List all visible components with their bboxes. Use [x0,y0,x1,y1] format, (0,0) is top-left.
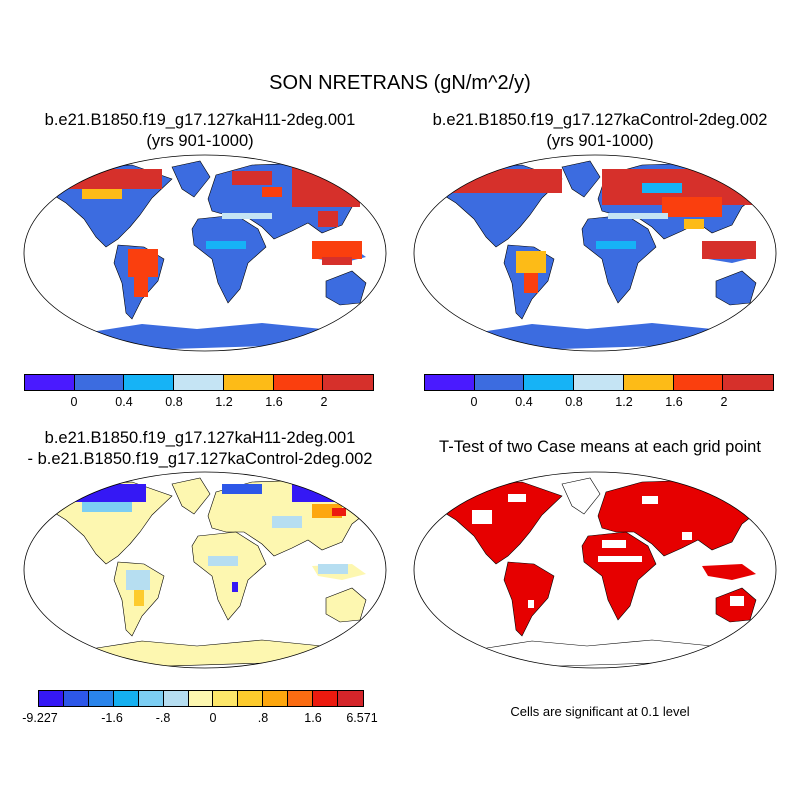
colorbar-difference [38,690,364,707]
colorbar-tick-label: 1.2 [615,395,633,409]
panel-2-title-line2: (yrs 901-1000) [546,132,654,150]
colorbar-tick-label: 0.4 [115,395,133,409]
panel-4-title-line1: T-Test of two Case means at each grid po… [439,438,761,456]
map-ttest [413,471,777,669]
africa [581,531,657,621]
colorbar-swatch [338,691,363,706]
colorbar-swatch [263,691,289,706]
antarctica [42,323,362,351]
colorbar-swatch [238,691,264,706]
colorbar-swatch [673,375,724,390]
panel-1-title: b.e21.B1850.f19_g17.127kaH11-2deg.001 (y… [10,110,390,152]
antarctica [432,323,752,351]
insignificant-cells [472,494,744,608]
north-america [431,481,563,565]
colorbar-swatch [425,375,475,390]
colorbar-tick-label: .8 [257,711,269,725]
antarctica [431,639,753,668]
main-title: SON NRETRANS (gN/m^2/y) [269,72,531,94]
colorbar-swatch [124,375,175,390]
colorbar-case1 [24,374,374,391]
colorbar-tick-label: 0 [470,395,478,409]
greenland [561,477,601,515]
australia [715,270,757,306]
colorbar-swatch [313,691,339,706]
panel-2-title-line1: b.e21.B1850.f19_g17.127kaControl-2deg.00… [432,111,768,129]
colorbar-tick-label: 6.571 [346,711,378,725]
colorbar-swatch [39,691,64,706]
map-case2 [413,154,777,352]
antarctica [41,639,363,668]
panel-4-title: T-Test of two Case means at each grid po… [410,437,790,458]
colorbar-tick-label: 0.8 [565,395,583,409]
greenland [171,477,211,515]
colorbar-swatch [88,691,114,706]
panel-1-title-line1: b.e21.B1850.f19_g17.127kaH11-2deg.001 [44,111,356,129]
panel-2-title: b.e21.B1850.f19_g17.127kaControl-2deg.00… [410,110,790,152]
colorbar-tick-label: 0.4 [515,395,533,409]
greenland [561,160,601,198]
colorbar-swatch [174,375,224,390]
colorbar-swatch [223,375,274,390]
colorbar-tick-label: 1.6 [304,711,322,725]
colorbar-tick-label: -9.227 [22,711,58,725]
australia [325,587,367,623]
africa [191,531,267,621]
colorbar-tick-label: 2 [720,395,728,409]
colorbar-swatch [273,375,324,390]
greenland [171,160,211,198]
colorbar-tick-label: 2 [320,395,328,409]
colorbar-tick-label: 0 [70,395,78,409]
colorbar-swatch [723,375,773,390]
south-america [503,561,555,637]
colorbar-tick-label: 1.6 [265,395,283,409]
colorbar-case2 [424,374,774,391]
africa [191,214,267,304]
colorbar-swatch [323,375,373,390]
colorbar-tick-label: 1.2 [215,395,233,409]
colorbar-swatch [113,691,139,706]
panel-3-title-line1: b.e21.B1850.f19_g17.127kaH11-2deg.001 [44,429,356,447]
colorbar-swatch [288,691,314,706]
australia [325,270,367,306]
colorbar-swatch [574,375,624,390]
colorbar-tick-label: -1.6 [101,711,123,725]
colorbar-swatch [163,691,189,706]
colorbar-tick-label: 0 [209,711,217,725]
panel-1-title-line2: (yrs 901-1000) [146,132,254,150]
colorbar-tick-label: 1.6 [665,395,683,409]
map-difference [23,471,387,669]
africa [581,214,657,304]
indonesia [702,564,756,580]
colorbar-swatch [524,375,575,390]
colorbar-swatch [623,375,674,390]
colorbar-swatch [74,375,125,390]
colorbar-tick-label: -.8 [155,711,171,725]
colorbar-swatch [213,691,239,706]
colorbar-swatch [25,375,75,390]
panel-3-title: b.e21.B1850.f19_g17.127kaH11-2deg.001 - … [10,428,390,470]
significance-note: Cells are significant at 0.1 level [510,704,690,719]
panel-3-title-line2: - b.e21.B1850.f19_g17.127kaControl-2deg.… [27,450,373,468]
map-case1 [23,154,387,352]
colorbar-swatch [138,691,164,706]
colorbar-swatch [63,691,89,706]
colorbar-swatch [188,691,214,706]
colorbar-tick-label: 0.8 [165,395,183,409]
colorbar-swatch [474,375,525,390]
